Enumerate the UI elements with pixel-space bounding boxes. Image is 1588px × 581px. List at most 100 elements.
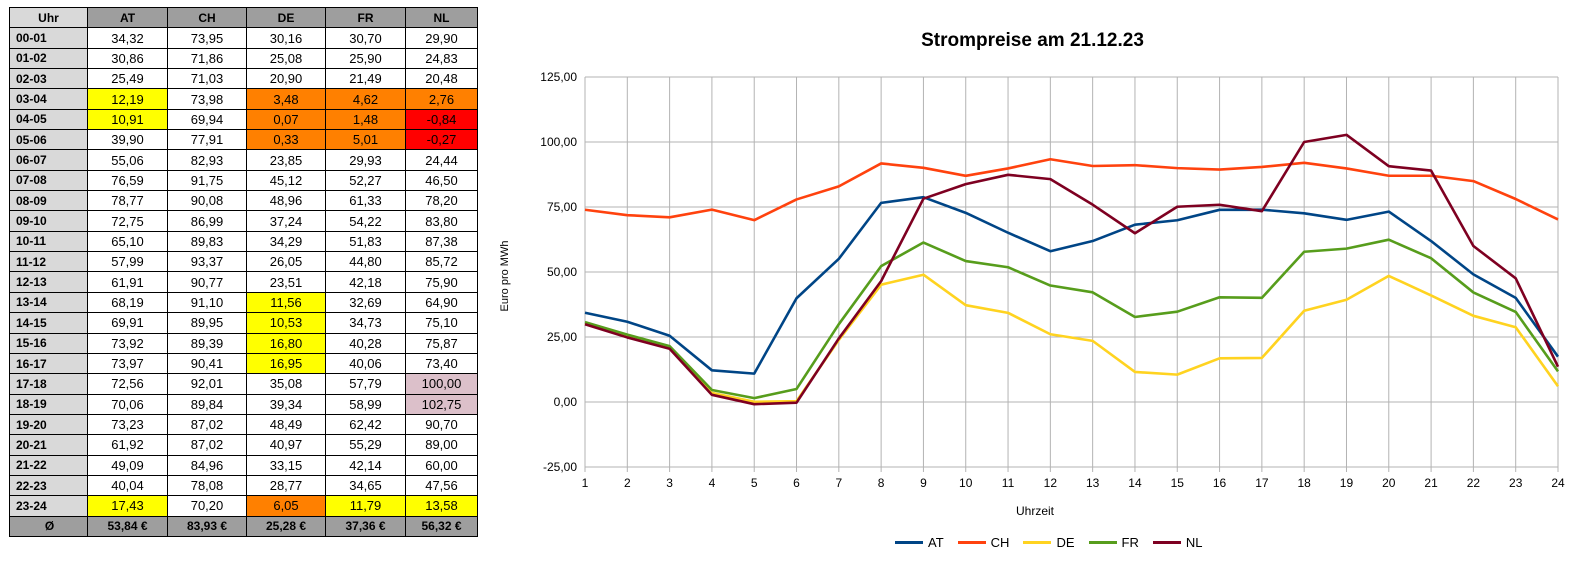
hour-cell: 01-02 [9,47,88,70]
table-row: 14-15 69,91 89,95 10,53 34,73 75,10 [9,312,478,334]
price-cell-de: 30,16 [246,27,326,49]
series-line-fr [584,238,1560,400]
price-cell-at: 76,59 [87,169,168,192]
price-cell-de: 23,85 [246,149,326,171]
hour-cell: 06-07 [9,149,88,171]
price-cell-fr: 40,06 [325,352,406,375]
table-row: 23-24 17,43 70,20 6,05 11,79 13,58 [9,495,478,517]
price-cell-fr: 57,79 [325,373,406,395]
hour-cell: 09-10 [9,210,88,232]
y-tick-label: -25,00 [543,460,577,474]
average-cell-fr: 37,36 € [325,515,406,537]
price-cell-de: 26,05 [246,251,326,273]
legend-swatch [1152,541,1181,544]
x-tick-label: 20 [1382,476,1396,490]
hour-cell: 00-01 [9,27,88,49]
x-tick-label: 10 [959,476,973,490]
price-cell-at: 30,86 [87,47,168,70]
table-row: 06-07 55,06 82,93 23,85 29,93 24,44 [9,149,478,171]
price-cell-ch: 87,02 [167,413,247,436]
x-tick-label: 4 [709,476,716,490]
price-cell-nl: 24,83 [405,47,478,70]
table-row: 20-21 61,92 87,02 40,97 55,29 89,00 [9,434,478,456]
price-cell-fr: 54,22 [325,210,406,232]
legend-swatch [1088,541,1117,544]
average-row: Ø 53,84 €83,93 €25,28 €37,36 €56,32 € [9,515,478,537]
hour-cell: 21-22 [9,454,88,476]
price-cell-de: 35,08 [246,373,326,395]
price-cell-de: 37,24 [246,210,326,232]
price-cell-nl: 83,80 [405,210,478,232]
hour-cell: 13-14 [9,291,88,314]
legend-label: DE [1056,535,1075,550]
x-tick-label: 12 [1044,476,1058,490]
price-cell-fr: 11,79 [325,495,406,517]
price-cell-fr: 61,33 [325,190,406,212]
price-cell-de: 33,15 [246,454,326,476]
series-line-de [584,273,1560,404]
price-cell-ch: 93,37 [167,251,247,273]
price-cell-de: 0,33 [246,129,326,151]
price-cell-fr: 44,80 [325,251,406,273]
x-tick-label: 2 [624,476,631,490]
table-body: 00-01 34,32 73,95 30,16 30,70 29,90 01-02 30,86… [9,27,478,537]
price-cell-ch: 78,08 [167,474,247,497]
price-table: Uhr AT CH DE FR NL 00-01 34,32 73,95 30,16 30,70 2… [9,6,478,537]
price-cell-nl: 2,76 [405,88,478,110]
table-row: 02-03 25,49 71,03 20,90 21,49 20,48 [9,68,478,90]
x-tick-label: 3 [666,476,673,490]
price-cell-nl: 102,75 [405,393,478,415]
price-cell-fr: 25,90 [325,47,406,70]
price-cell-de: 28,77 [246,474,326,497]
price-cell-at: 34,32 [87,27,168,49]
price-cell-at: 25,49 [87,68,168,90]
price-cell-ch: 90,77 [167,271,247,293]
hour-cell: 18-19 [9,393,88,415]
average-cell-nl: 56,32 € [405,515,478,537]
legend-swatch [1023,541,1052,544]
legend-item-nl: NL [1152,535,1202,550]
price-cell-nl: 75,10 [405,312,478,334]
x-tick-label: 22 [1467,476,1481,490]
column-header-ch: CH [167,6,247,29]
price-cell-fr: 58,99 [325,393,406,415]
legend-label: FR [1121,535,1139,550]
price-cell-fr: 4,62 [325,88,406,110]
price-cell-de: 39,34 [246,393,326,415]
table-row: 17-18 72,56 92,01 35,08 57,79 100,00 [9,373,478,395]
price-cell-fr: 34,73 [325,312,406,334]
price-cell-de: 16,95 [246,352,326,375]
price-cell-de: 23,51 [246,271,326,293]
table-row: 13-14 68,19 91,10 11,56 32,69 64,90 [9,291,478,314]
price-cell-nl: 78,20 [405,190,478,212]
table-header-row: Uhr AT CH DE FR NL [9,6,478,29]
price-cell-at: 39,90 [87,129,168,151]
x-tick-label: 8 [878,476,885,490]
column-header-uhr: Uhr [9,6,88,29]
price-cell-nl: 24,44 [405,149,478,171]
price-cell-fr: 52,27 [325,169,406,192]
price-cell-nl: 75,90 [405,271,478,293]
price-cell-at: 73,92 [87,332,168,354]
price-cell-fr: 42,14 [325,454,406,476]
price-cell-de: 16,80 [246,332,326,354]
price-cell-at: 10,91 [87,108,168,131]
price-cell-nl: 87,38 [405,230,478,253]
table-row: 12-13 61,91 90,77 23,51 42,18 75,90 [9,271,478,293]
hour-cell: 16-17 [9,352,88,375]
x-tick-label: 13 [1086,476,1100,490]
average-label: Ø [9,515,88,537]
price-cell-de: 11,56 [246,291,326,314]
price-cell-nl: 89,00 [405,434,478,456]
legend-label: AT [928,535,944,550]
column-header-de: DE [246,6,326,29]
x-tick-label: 15 [1171,476,1185,490]
price-cell-ch: 73,98 [167,88,247,110]
price-cell-fr: 1,48 [325,108,406,131]
price-cell-fr: 62,42 [325,413,406,436]
hour-cell: 23-24 [9,495,88,517]
price-cell-de: 34,29 [246,230,326,253]
hour-cell: 07-08 [9,169,88,192]
price-cell-nl: 60,00 [405,454,478,476]
table-row: 15-16 73,92 89,39 16,80 40,28 75,87 [9,332,478,354]
